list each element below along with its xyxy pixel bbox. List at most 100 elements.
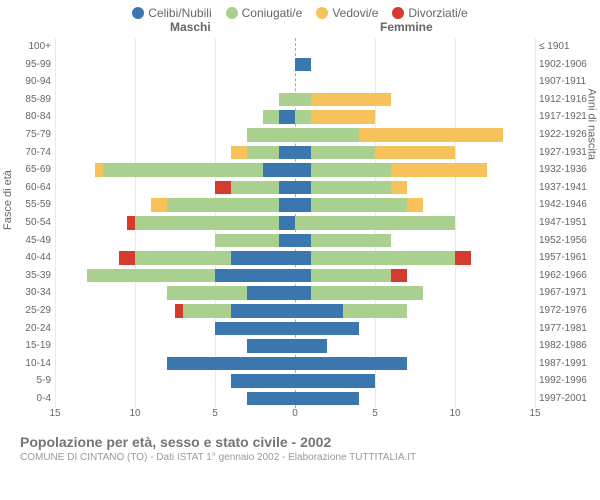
bar-segment	[295, 339, 327, 353]
bar-segment	[391, 181, 407, 195]
age-row: 55-591942-1946	[55, 196, 535, 214]
birth-year-label: 1912-1916	[539, 91, 597, 109]
bar-segment	[295, 93, 311, 107]
male-bar	[127, 216, 295, 230]
legend-label: Coniugati/e	[242, 6, 303, 20]
bar-segment	[375, 146, 455, 160]
bar-segment	[295, 146, 311, 160]
legend-label: Divorziati/e	[408, 6, 467, 20]
birth-year-label: 1997-2001	[539, 390, 597, 408]
birth-year-label: 1902-1906	[539, 56, 597, 74]
female-bar	[295, 392, 359, 406]
birth-year-label: 1952-1956	[539, 232, 597, 250]
bar-segment	[311, 269, 391, 283]
plot-area: 100+≤ 190195-991902-190690-941907-191185…	[55, 38, 535, 408]
birth-year-label: 1947-1951	[539, 214, 597, 232]
age-row: 10-141987-1991	[55, 355, 535, 373]
x-tick-label: 10	[129, 408, 140, 419]
age-row: 25-291972-1976	[55, 302, 535, 320]
age-label: 60-64	[7, 179, 51, 197]
bar-segment	[311, 198, 407, 212]
birth-year-label: 1992-1996	[539, 372, 597, 390]
age-label: 50-54	[7, 214, 51, 232]
bar-segment	[295, 286, 311, 300]
age-row: 80-841917-1921	[55, 108, 535, 126]
birth-year-label: 1972-1976	[539, 302, 597, 320]
age-label: 15-19	[7, 337, 51, 355]
age-row: 5-91992-1996	[55, 372, 535, 390]
bar-segment	[231, 181, 279, 195]
footer-title: Popolazione per età, sesso e stato civil…	[20, 434, 600, 450]
footer-subtitle: COMUNE DI CINTANO (TO) - Dati ISTAT 1° g…	[20, 452, 600, 463]
female-bar	[295, 286, 423, 300]
bar-segment	[295, 304, 343, 318]
male-bar	[263, 110, 295, 124]
bar-segment	[247, 339, 295, 353]
bar-segment	[175, 304, 183, 318]
bar-segment	[295, 234, 311, 248]
female-bar	[295, 339, 327, 353]
male-bar	[279, 93, 295, 107]
bar-segment	[407, 198, 423, 212]
female-bar	[295, 146, 455, 160]
x-axis: 15105051015	[55, 408, 535, 424]
bar-segment	[295, 251, 311, 265]
female-bar	[295, 269, 407, 283]
bar-segment	[279, 234, 295, 248]
bar-segment	[311, 286, 423, 300]
birth-year-label: 1937-1941	[539, 179, 597, 197]
female-bar	[295, 216, 455, 230]
male-bar	[215, 181, 295, 195]
gridline	[535, 38, 536, 408]
male-bar	[87, 269, 295, 283]
bar-segment	[247, 286, 295, 300]
bar-segment	[119, 251, 135, 265]
female-bar	[295, 357, 407, 371]
female-bar	[295, 163, 487, 177]
bar-segment	[103, 163, 263, 177]
bar-segment	[127, 216, 135, 230]
male-bar	[247, 392, 295, 406]
bar-segment	[295, 110, 311, 124]
age-label: 90-94	[7, 73, 51, 91]
male-bar	[231, 146, 295, 160]
female-bar	[295, 374, 375, 388]
age-label: 10-14	[7, 355, 51, 373]
legend-item: Divorziati/e	[392, 6, 467, 20]
age-row: 50-541947-1951	[55, 214, 535, 232]
bar-segment	[215, 234, 279, 248]
bar-segment	[391, 269, 407, 283]
bar-segment	[295, 163, 311, 177]
age-label: 5-9	[7, 372, 51, 390]
bar-segment	[231, 146, 247, 160]
x-tick-label: 5	[372, 408, 378, 419]
birth-year-label: 1927-1931	[539, 144, 597, 162]
birth-year-label: 1907-1911	[539, 73, 597, 91]
bar-segment	[391, 163, 487, 177]
bar-segment	[231, 304, 295, 318]
bar-segment	[295, 322, 359, 336]
bar-segment	[311, 110, 375, 124]
male-bar	[167, 286, 295, 300]
age-row: 15-191982-1986	[55, 337, 535, 355]
bar-segment	[279, 146, 295, 160]
age-label: 25-29	[7, 302, 51, 320]
male-bar	[167, 357, 295, 371]
bar-segment	[295, 357, 407, 371]
bar-segment	[247, 392, 295, 406]
age-row: 0-41997-2001	[55, 390, 535, 408]
birth-year-label: 1967-1971	[539, 284, 597, 302]
birth-year-label: ≤ 1901	[539, 38, 597, 56]
x-tick-label: 15	[529, 408, 540, 419]
bar-segment	[295, 128, 359, 142]
bar-segment	[87, 269, 215, 283]
male-header: Maschi	[170, 20, 211, 34]
birth-year-label: 1977-1981	[539, 320, 597, 338]
bar-segment	[295, 58, 311, 72]
x-tick-label: 10	[449, 408, 460, 419]
birth-year-label: 1917-1921	[539, 108, 597, 126]
bar-segment	[279, 198, 295, 212]
age-row: 30-341967-1971	[55, 284, 535, 302]
bar-segment	[263, 110, 279, 124]
age-row: 95-991902-1906	[55, 56, 535, 74]
